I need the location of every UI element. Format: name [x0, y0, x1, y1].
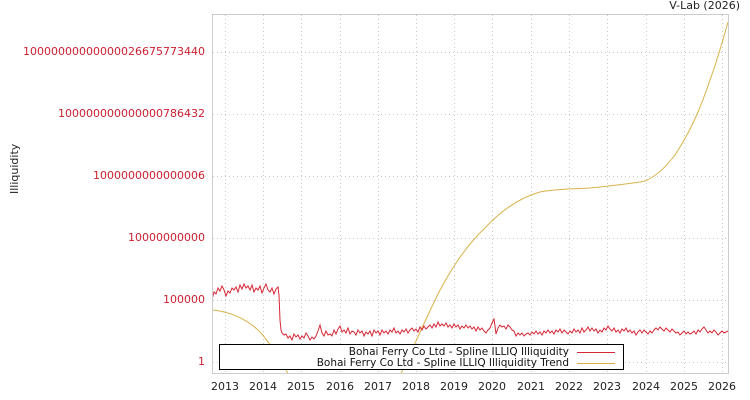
legend-swatch-gold — [577, 362, 615, 364]
y-tick-label: 1000000000000006 — [93, 169, 205, 182]
x-tick-label: 2020 — [478, 380, 506, 393]
y-tick-label: 10000000000 — [128, 231, 205, 244]
legend-label: Bohai Ferry Co Ltd - Spline ILLIQ Illiqu… — [348, 346, 569, 358]
x-tick-label: 2016 — [326, 380, 354, 393]
legend-swatch-red — [577, 351, 615, 353]
x-tick-label: 2015 — [287, 380, 315, 393]
y-tick-label: 1 — [198, 355, 205, 368]
x-tick-label: 2017 — [364, 380, 392, 393]
x-tick-label: 2023 — [593, 380, 621, 393]
y-tick-label: 100000 — [163, 293, 205, 306]
y-tick-label: 10000000000000026675773440 — [23, 45, 205, 58]
x-tick-label: 2024 — [632, 380, 660, 393]
plot-frame — [212, 14, 729, 374]
x-tick-label: 2014 — [249, 380, 277, 393]
chart-credit: V-Lab (2026) — [669, 0, 740, 12]
x-tick-label: 2019 — [440, 380, 468, 393]
legend-item-illiquidity: Bohai Ferry Co Ltd - Spline ILLIQ Illiqu… — [349, 346, 615, 358]
illiquidity-line — [213, 282, 728, 342]
x-tick-label: 2018 — [402, 380, 430, 393]
horizontal-gridlines — [213, 52, 728, 363]
x-tick-label: 2021 — [517, 380, 545, 393]
x-tick-label: 2025 — [670, 380, 698, 393]
x-tick-label: 2026 — [708, 380, 736, 393]
legend-label: Bohai Ferry Co Ltd - Spline ILLIQ Illiqu… — [316, 357, 569, 369]
y-tick-label: 100000000000000786432 — [58, 107, 205, 120]
x-tick-label: 2013 — [211, 380, 239, 393]
x-tick-label: 2022 — [555, 380, 583, 393]
vertical-gridlines — [225, 15, 723, 373]
chart-legend: Bohai Ferry Co Ltd - Spline ILLIQ Illiqu… — [219, 344, 624, 370]
legend-item-trend: Bohai Ferry Co Ltd - Spline ILLIQ Illiqu… — [317, 357, 615, 369]
